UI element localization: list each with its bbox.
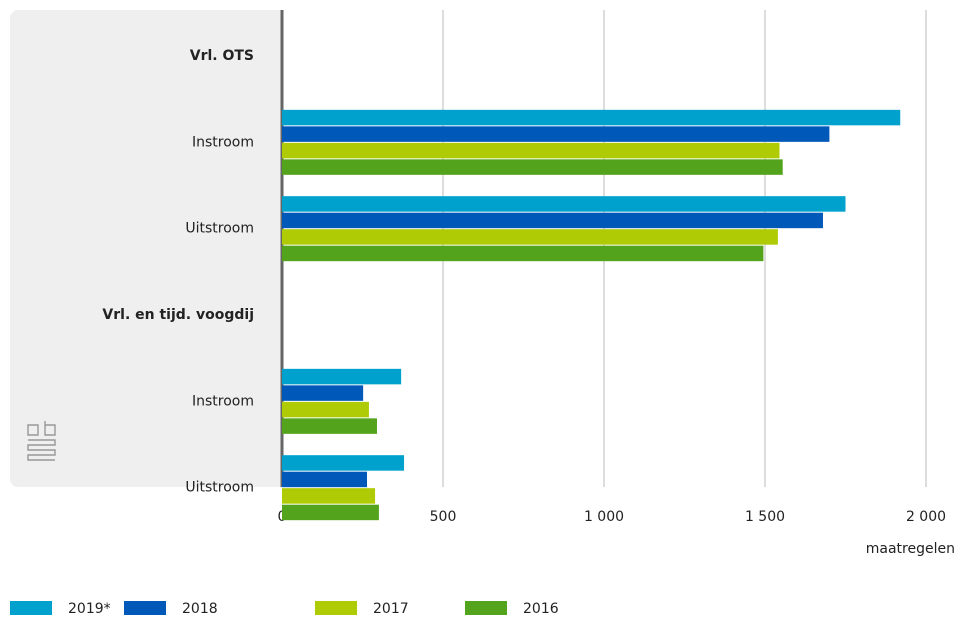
bar: [282, 109, 901, 126]
category-label: Instroom: [192, 393, 254, 409]
legend-swatch: [465, 601, 507, 615]
bar: [282, 418, 377, 434]
bar: [282, 126, 830, 142]
label-panel: [10, 10, 310, 487]
bar: [282, 455, 405, 471]
category-label: Uitstroom: [185, 221, 254, 237]
x-tick-label: 1 000: [584, 509, 624, 525]
bar: [282, 142, 780, 159]
bar: [282, 401, 369, 418]
group-label: Vrl. en tijd. voogdij: [102, 307, 254, 323]
x-axis-label: maatregelen: [866, 541, 955, 557]
bar: [282, 385, 364, 401]
legend-swatch: [315, 601, 357, 615]
bar: [282, 196, 846, 212]
legend-label: 2019*: [68, 601, 111, 617]
bar: [282, 212, 823, 229]
x-tick-label: 2 000: [906, 509, 946, 525]
bar: [282, 488, 376, 504]
legend-label: 2018: [182, 601, 218, 617]
legend-label: 2016: [523, 601, 559, 617]
bar: [282, 368, 402, 385]
x-tick-label: 1 500: [745, 509, 785, 525]
bar: [282, 504, 379, 521]
legend-swatch: [124, 601, 166, 615]
bar: [282, 159, 783, 175]
bar: [282, 471, 368, 488]
category-label: Uitstroom: [185, 480, 254, 496]
bar: [282, 229, 778, 245]
legend-label: 2017: [373, 601, 409, 617]
group-label: Vrl. OTS: [190, 48, 254, 64]
x-tick-label: 500: [430, 509, 457, 525]
legend-swatch: [10, 601, 52, 615]
bar: [282, 245, 764, 262]
logo: [27, 421, 56, 461]
category-label: Instroom: [192, 134, 254, 150]
